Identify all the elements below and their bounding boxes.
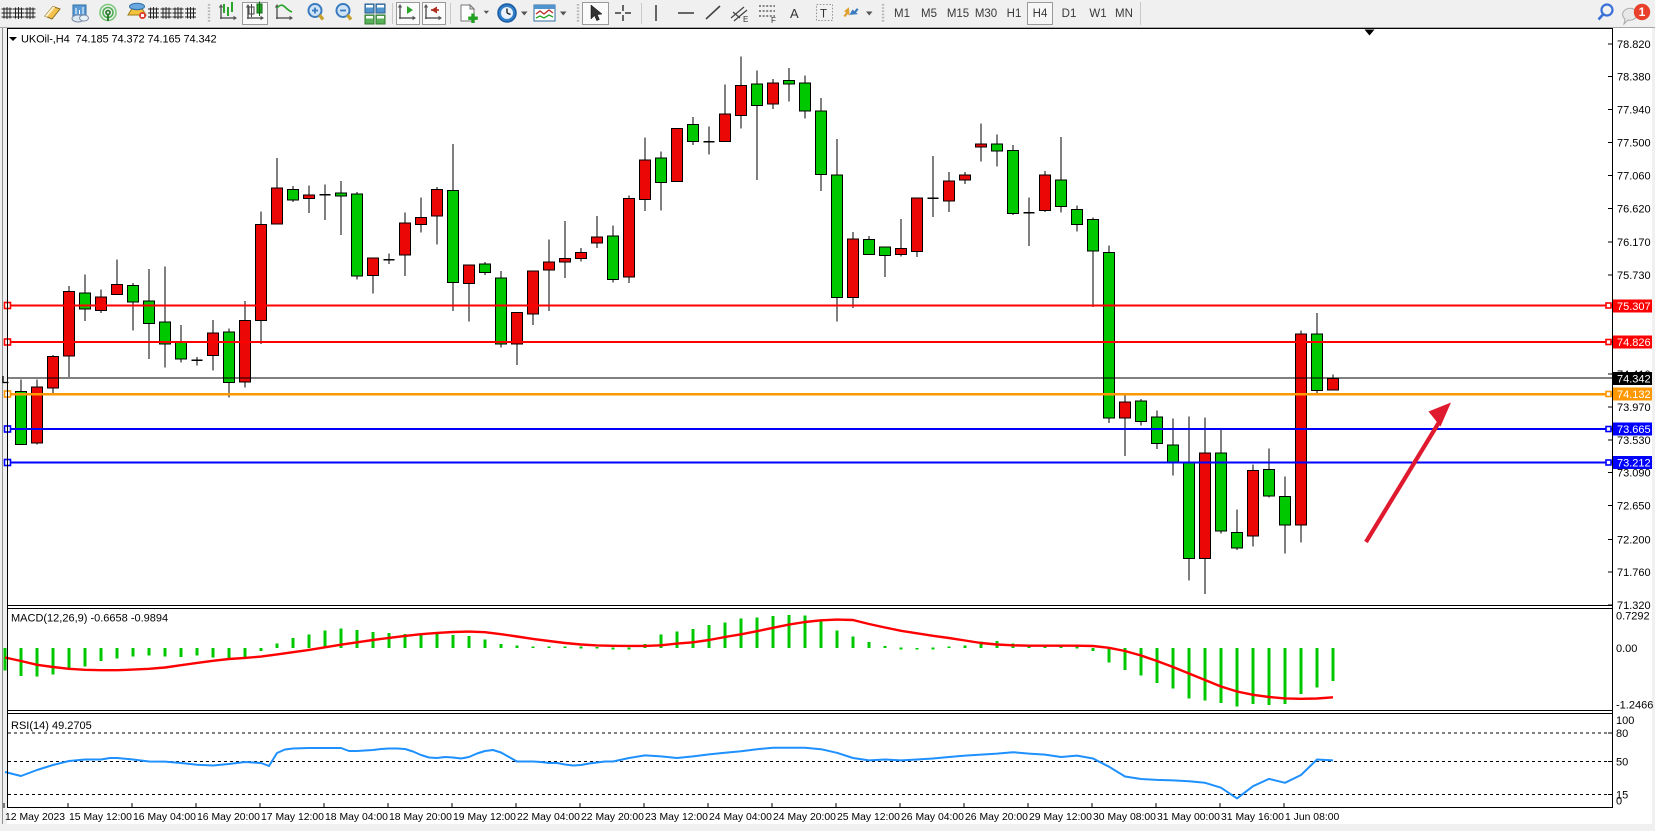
svg-text:31 May 00:00: 31 May 00:00: [1157, 812, 1220, 823]
svg-text:15 May 12:00: 15 May 12:00: [69, 812, 132, 823]
svg-text:22 May 04:00: 22 May 04:00: [517, 812, 580, 823]
svg-text:76.620: 76.620: [1617, 204, 1651, 216]
svg-text:A: A: [790, 6, 799, 21]
svg-text:RSI(14) 49.2705: RSI(14) 49.2705: [11, 720, 92, 732]
svg-text:23 May 12:00: 23 May 12:00: [645, 812, 708, 823]
svg-text:E: E: [743, 15, 748, 24]
svg-text:MN: MN: [1115, 8, 1133, 20]
svg-text:73.090: 73.090: [1617, 468, 1651, 480]
svg-text:75.307: 75.307: [1617, 301, 1651, 313]
svg-text:72.650: 72.650: [1617, 501, 1651, 513]
svg-text:UKOil-,H4 74.185 74.372 74.16: UKOil-,H4 74.185 74.372 74.165 74.342: [21, 34, 217, 46]
svg-text:M1: M1: [894, 8, 910, 20]
svg-text:W1: W1: [1089, 8, 1106, 20]
svg-text:H4: H4: [1033, 8, 1048, 20]
svg-text:19 May 12:00: 19 May 12:00: [453, 812, 516, 823]
svg-text:76.170: 76.170: [1617, 237, 1651, 249]
svg-text:1: 1: [1639, 5, 1646, 19]
svg-text:29 May 12:00: 29 May 12:00: [1029, 812, 1092, 823]
svg-text:D1: D1: [1062, 8, 1077, 20]
svg-text:24 May 04:00: 24 May 04:00: [709, 812, 772, 823]
svg-text:T: T: [820, 9, 827, 21]
svg-text:0: 0: [1616, 796, 1622, 808]
svg-text:78.380: 78.380: [1617, 72, 1651, 84]
svg-text:15: 15: [1616, 789, 1628, 801]
svg-text:30 May 08:00: 30 May 08:00: [1093, 812, 1156, 823]
svg-text:24 May 20:00: 24 May 20:00: [773, 812, 836, 823]
svg-text:80: 80: [1616, 728, 1628, 740]
svg-text:M15: M15: [947, 8, 969, 20]
svg-text:16 May 04:00: 16 May 04:00: [133, 812, 196, 823]
svg-text:18 May 20:00: 18 May 20:00: [389, 812, 452, 823]
svg-text:MACD(12,26,9) -0.6658 -0.9894: MACD(12,26,9) -0.6658 -0.9894: [11, 613, 168, 625]
svg-text:26 May 20:00: 26 May 20:00: [965, 812, 1028, 823]
svg-text:22 May 20:00: 22 May 20:00: [581, 812, 644, 823]
svg-text:73.665: 73.665: [1617, 424, 1651, 436]
svg-text:73.530: 73.530: [1617, 435, 1651, 447]
svg-text:71.760: 71.760: [1617, 567, 1651, 579]
svg-text:77.060: 77.060: [1617, 171, 1651, 183]
svg-text:75.730: 75.730: [1617, 270, 1651, 282]
svg-text:77.940: 77.940: [1617, 105, 1651, 117]
svg-text:H1: H1: [1007, 8, 1022, 20]
svg-text:16 May 20:00: 16 May 20:00: [197, 812, 260, 823]
svg-text:0.00: 0.00: [1616, 643, 1637, 655]
svg-text:72.200: 72.200: [1617, 534, 1651, 546]
svg-text:0.7292: 0.7292: [1616, 611, 1650, 623]
svg-text:1 Jun 08:00: 1 Jun 08:00: [1285, 812, 1340, 823]
svg-text:73.970: 73.970: [1617, 402, 1651, 414]
svg-text:71.320: 71.320: [1617, 600, 1651, 612]
svg-text:78.820: 78.820: [1617, 39, 1651, 51]
svg-text:74.342: 74.342: [1617, 374, 1651, 386]
svg-text:M5: M5: [921, 8, 937, 20]
svg-text:F: F: [771, 16, 776, 25]
svg-text:26 May 04:00: 26 May 04:00: [901, 812, 964, 823]
svg-text:73.212: 73.212: [1617, 458, 1651, 470]
svg-text:12 May 2023: 12 May 2023: [5, 812, 65, 823]
svg-text:31 May 16:00: 31 May 16:00: [1221, 812, 1284, 823]
svg-text:77.500: 77.500: [1617, 138, 1651, 150]
svg-text:100: 100: [1616, 715, 1634, 727]
svg-text:74.826: 74.826: [1617, 337, 1651, 349]
svg-text:74.132: 74.132: [1617, 389, 1651, 401]
svg-text:50: 50: [1616, 756, 1628, 768]
svg-text:25 May 12:00: 25 May 12:00: [837, 812, 900, 823]
svg-text:-1.2466: -1.2466: [1616, 700, 1653, 712]
svg-text:17 May 12:00: 17 May 12:00: [261, 812, 324, 823]
svg-text:18 May 04:00: 18 May 04:00: [325, 812, 388, 823]
svg-text:M30: M30: [975, 8, 997, 20]
